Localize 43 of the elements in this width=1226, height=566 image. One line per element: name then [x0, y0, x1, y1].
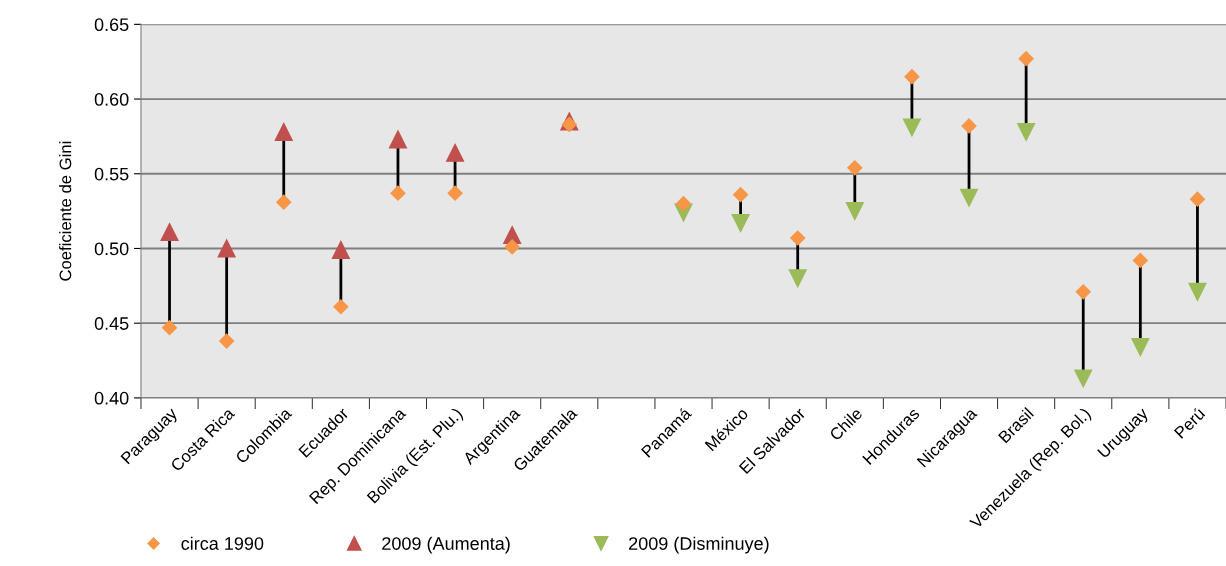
point — [446, 143, 465, 162]
point — [388, 130, 407, 149]
point — [331, 240, 350, 259]
point — [390, 185, 406, 201]
point — [219, 333, 235, 349]
point — [788, 269, 807, 288]
legend-label: circa 1990 — [181, 536, 264, 550]
y-tick-label: 0.55 — [94, 167, 129, 181]
point — [675, 196, 692, 212]
point — [845, 202, 864, 221]
point — [1018, 51, 1034, 67]
point — [733, 187, 749, 203]
point — [160, 223, 179, 242]
y-axis-title: Coeficiente de Gini — [59, 141, 72, 281]
point — [447, 185, 463, 201]
point — [1074, 369, 1093, 388]
y-tick-label: 0.50 — [94, 242, 129, 256]
y-tick-label: 0.45 — [94, 317, 129, 330]
y-tick-label: 0.60 — [94, 92, 129, 106]
point — [504, 239, 520, 255]
point — [904, 69, 920, 85]
point — [276, 194, 292, 210]
point — [561, 116, 577, 133]
y-tick-label: 0.40 — [94, 391, 129, 405]
point — [1188, 282, 1207, 301]
point — [847, 160, 863, 176]
point — [731, 214, 750, 233]
legend-label: 2009 (Aumenta) — [382, 536, 510, 554]
point — [1131, 338, 1150, 357]
point — [902, 118, 921, 137]
point — [333, 299, 349, 315]
point — [274, 122, 293, 141]
y-tick-label: 0.65 — [94, 18, 129, 32]
point — [1189, 191, 1206, 207]
point — [1075, 284, 1091, 300]
point — [961, 118, 977, 134]
point — [1017, 122, 1036, 141]
legend-label: 2009 (Disminuye) — [629, 536, 769, 554]
point — [217, 239, 236, 258]
point — [161, 320, 178, 336]
point — [790, 230, 806, 246]
point — [1132, 252, 1148, 268]
point — [959, 188, 979, 207]
